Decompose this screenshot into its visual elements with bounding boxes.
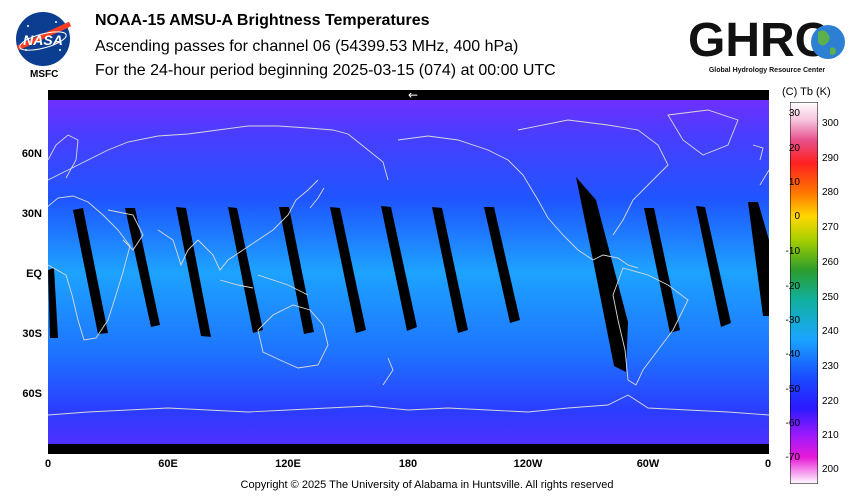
swath-gap (228, 207, 263, 333)
lon-label-120w: 120W (513, 458, 543, 470)
cb-celsius-tick: -20 (785, 281, 800, 292)
antarctica-coast (48, 394, 769, 416)
cb-kelvin-tick: 270 (822, 222, 839, 233)
lon-label-60e: 60E (158, 458, 178, 470)
colorbar (790, 102, 818, 484)
cb-kelvin-tick: 250 (822, 292, 839, 303)
channel-subtitle: Ascending passes for channel 06 (54399.5… (95, 38, 519, 55)
lon-label-0-east: 0 (764, 458, 772, 470)
swath-gap (330, 207, 366, 333)
north-nodata-band (48, 90, 769, 100)
nasa-logo: NASA (16, 12, 72, 66)
msfc-label: MSFC (30, 69, 59, 80)
lat-label-eq: EQ (26, 268, 42, 280)
swath-gap (748, 202, 769, 316)
lat-label-30s: 30S (22, 328, 42, 340)
ghrc-logo: GHRC Global Hydrology Resource Center (688, 14, 845, 74)
cb-celsius-tick: -70 (785, 452, 800, 463)
swath-gap (48, 268, 58, 338)
indonesia-coast (257, 274, 309, 296)
east-asia-coast (197, 179, 319, 271)
swath-gap (381, 206, 417, 331)
japan-coast (309, 187, 325, 209)
lon-label-180: 180 (398, 458, 418, 470)
africa-coast (48, 195, 131, 341)
iceland-coast (752, 144, 764, 161)
cb-kelvin-tick: 230 (822, 361, 839, 372)
cb-kelvin-tick: 240 (822, 326, 839, 337)
swath-gap (432, 207, 468, 333)
cb-kelvin-tick: 260 (822, 257, 839, 268)
cb-kelvin-tick: 200 (822, 464, 839, 475)
cb-kelvin-tick: 300 (822, 118, 839, 129)
australia-coast (257, 304, 329, 369)
lat-label-60s: 60S (22, 388, 42, 400)
swath-gap (644, 208, 680, 333)
swath-gaps (48, 177, 769, 372)
eurasia-north-coast (48, 125, 349, 181)
south-america-coast (612, 267, 689, 386)
cb-celsius-tick: -50 (785, 384, 800, 395)
swath-gap (73, 208, 108, 334)
brightness-map: ← (48, 90, 769, 454)
cb-celsius-tick: -40 (785, 349, 800, 360)
page-title: NOAA-15 AMSU-A Brightness Temperatures (95, 12, 430, 29)
greenland-coast (667, 109, 739, 156)
south-nodata-band (48, 444, 769, 454)
swath-gap (484, 207, 520, 323)
north-america-west-coast (507, 159, 594, 261)
cb-celsius-tick: 20 (788, 143, 800, 154)
kamchatka-coast (347, 133, 389, 181)
colorbar-gradient (790, 102, 818, 484)
new-zealand-coast (382, 357, 394, 386)
north-america-east-coast (517, 119, 669, 236)
central-america-coast (592, 254, 639, 269)
cb-celsius-tick: -60 (785, 418, 800, 429)
lon-label-60w: 60W (636, 458, 660, 470)
ghrc-caption: Global Hydrology Resource Center (709, 67, 826, 74)
sumatra-coast (219, 279, 254, 289)
ghrc-logo-text: GHRC (688, 14, 829, 67)
ocean-field (48, 90, 769, 454)
cb-kelvin-tick: 210 (822, 430, 839, 441)
copyright-notice: Copyright © 2025 The University of Alaba… (240, 479, 614, 491)
lon-label-0-west: 0 (44, 458, 52, 470)
colorbar-header: (C) Tb (K) (782, 86, 831, 98)
lon-label-120e: 120E (275, 458, 301, 470)
cb-celsius-tick: 0 (794, 211, 800, 222)
cb-celsius-tick: -10 (785, 246, 800, 257)
alaska-coast (397, 135, 509, 161)
lat-label-60n: 60N (21, 148, 42, 160)
cb-kelvin-tick: 280 (822, 187, 839, 198)
swath-gap (176, 207, 211, 337)
scandinavia-coast (48, 134, 79, 179)
swath-gap (696, 206, 731, 327)
cb-celsius-tick: 10 (788, 177, 800, 188)
cb-celsius-tick: 30 (788, 108, 800, 119)
arabia-coast (107, 209, 144, 251)
cb-celsius-tick: -30 (785, 315, 800, 326)
period-subtitle: For the 24-hour period beginning 2025-03… (95, 62, 556, 79)
lat-label-30n: 30N (21, 208, 42, 220)
coastlines (48, 109, 769, 416)
swath-gap (576, 177, 628, 372)
direction-arrow: ← (408, 90, 418, 102)
uk-coast (759, 169, 769, 186)
india-coast (157, 229, 199, 267)
swath-gap (125, 208, 160, 327)
cb-kelvin-tick: 220 (822, 396, 839, 407)
swath-gap (279, 207, 314, 334)
cb-kelvin-tick: 290 (822, 153, 839, 164)
nasa-logo-text: NASA (23, 32, 63, 48)
